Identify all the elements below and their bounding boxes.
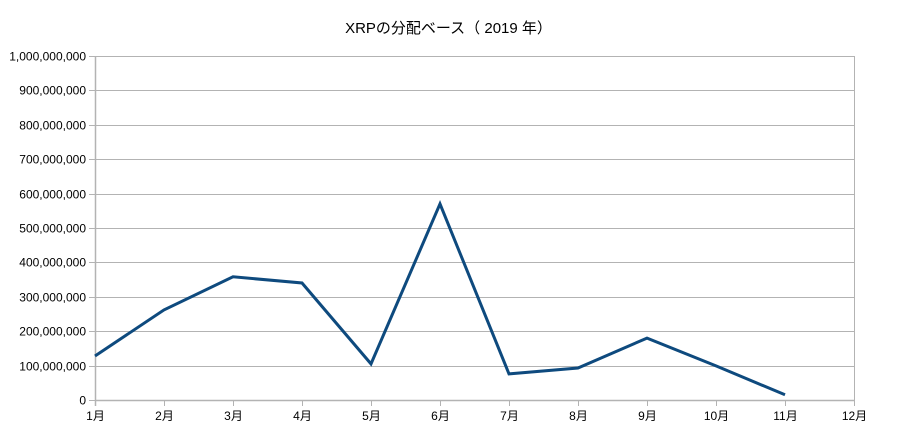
x-tick-label: 8月 [569,409,588,423]
x-tick-label: 2月 [155,409,174,423]
y-tick-label: 200,000,000 [19,325,86,339]
x-axis: 1月 2月 3月 4月 5月 6月 7月 8月 9月 10月 11月 12月 [86,399,867,423]
y-axis: 0 100,000,000 200,000,000 300,000,000 400,00… [9,50,97,408]
x-tick-label: 12月 [842,409,867,423]
x-tick-label: 11月 [773,409,797,423]
chart-title: XRPの分配ベース（ 2019 年） [345,20,552,37]
x-tick-label: 7月 [500,409,519,423]
x-tick-label: 5月 [362,409,381,423]
series-line [94,200,786,397]
y-tick-label: 500,000,000 [19,222,86,236]
y-tick-label: 100,000,000 [19,360,86,374]
y-tick-label: 900,000,000 [19,84,86,98]
y-tick-label: 1,000,000,000 [9,50,86,64]
x-tick-label: 6月 [431,409,450,423]
x-tick-label: 10月 [704,409,729,423]
y-tick-label: 600,000,000 [19,188,86,202]
y-tick-label: 700,000,000 [19,153,86,167]
gridlines [95,56,855,401]
x-tick-label: 1月 [86,409,105,423]
y-tick-label: 800,000,000 [19,119,86,133]
x-tick-label: 4月 [293,409,312,423]
y-tick-label: 400,000,000 [19,256,86,270]
x-tick-label: 9月 [638,409,657,423]
y-tick-label: 0 [79,394,86,408]
x-tick-label: 3月 [224,409,243,423]
data-series [94,200,786,397]
y-tick-label: 300,000,000 [19,291,86,305]
